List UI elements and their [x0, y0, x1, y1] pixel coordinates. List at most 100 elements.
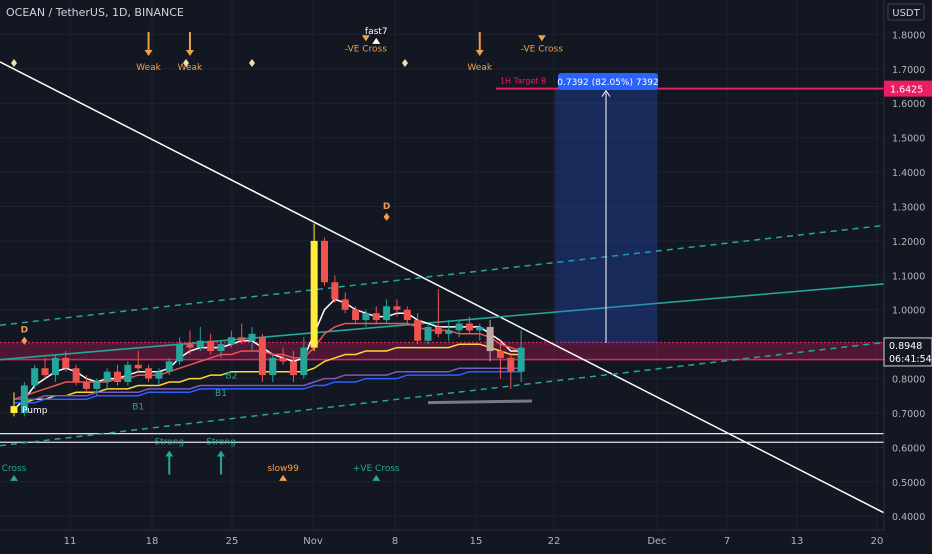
candle-body — [465, 323, 473, 331]
candles — [10, 223, 525, 417]
candle-body — [476, 326, 484, 331]
candle-body — [434, 326, 442, 334]
candle-body — [186, 344, 194, 348]
candle-body — [165, 361, 173, 372]
candle-body — [51, 357, 59, 376]
candle-body — [269, 357, 277, 376]
x-tick-label: 11 — [64, 536, 77, 547]
diamond-icon — [183, 59, 189, 67]
x-tick-label: 13 — [791, 536, 804, 547]
candle-body — [62, 357, 70, 369]
candle-body — [10, 406, 18, 413]
y-tick-label: 0.5000 — [892, 478, 925, 489]
candle-body — [196, 340, 204, 348]
time-axis: 11 18 25 Nov 8 15 22 Dec 7 13 20 — [64, 536, 884, 547]
candle-body — [486, 326, 494, 352]
moving-average-line — [14, 367, 522, 400]
candle-body — [341, 299, 349, 310]
x-tick-label: 20 — [871, 536, 884, 547]
y-tick-label: 0.8000 — [892, 375, 925, 386]
diamond-icon — [383, 212, 390, 221]
downtrend-line — [0, 61, 885, 514]
y-tick-label: 1.0000 — [892, 306, 925, 317]
signal-label: Strong — [206, 438, 236, 448]
signal-label: -VE Cross — [521, 44, 563, 54]
triangle-down-icon — [537, 35, 546, 42]
triangle-up-icon — [372, 474, 381, 481]
y-tick-label: 1.7000 — [892, 65, 925, 76]
y-tick-label: 0.7000 — [892, 409, 925, 420]
x-tick-label: 18 — [146, 536, 159, 547]
y-tick-label: 0.6000 — [892, 443, 925, 454]
price-axis: 0.40000.50000.60000.70000.80000.90001.00… — [892, 30, 925, 523]
candle-body — [300, 347, 308, 376]
candle-body — [279, 357, 287, 362]
base-marker-line — [427, 399, 533, 405]
candle-body — [352, 309, 360, 321]
arrow-head-icon — [144, 49, 153, 56]
signal-label: D — [21, 326, 28, 336]
signal-label: B2 — [225, 372, 237, 382]
triangle-up-icon — [279, 474, 288, 481]
candle-body — [310, 240, 318, 348]
symbol-title: OCEAN / TetherUS, 1D, BINANCE — [6, 6, 184, 19]
candle-body — [93, 382, 101, 389]
candle-body — [248, 333, 256, 341]
x-tick-label: 15 — [470, 536, 483, 547]
triangle-down-icon — [361, 35, 370, 42]
signal-label: B1 — [215, 389, 227, 399]
moving-average-line — [14, 370, 522, 404]
candle-body — [393, 306, 401, 310]
candle-body — [103, 371, 111, 383]
y-tick-label: 1.4000 — [892, 168, 925, 179]
candle-body — [145, 368, 153, 379]
signal-label: Weak — [467, 63, 492, 73]
candle-body — [238, 337, 246, 341]
candle-body — [372, 313, 380, 321]
moving-averages — [13, 298, 522, 411]
arrow-head-icon — [165, 450, 174, 457]
channel-lower-line — [0, 341, 885, 447]
signal-label: B1 — [132, 403, 144, 413]
signal-label: +VE Cross — [353, 464, 400, 474]
currency-button[interactable] — [887, 3, 925, 21]
signal-label: -VE Cross — [345, 44, 387, 54]
y-tick-label: 1.8000 — [892, 30, 925, 41]
diamond-icon — [11, 59, 17, 67]
triangle-up-icon — [372, 37, 381, 44]
y-tick-label: 1.2000 — [892, 237, 925, 248]
trend-lines: 1H Target B — [0, 61, 885, 514]
candle-body — [424, 326, 432, 341]
x-tick-label: 22 — [548, 536, 561, 547]
x-tick-label: 25 — [226, 536, 239, 547]
candle-body — [134, 364, 142, 369]
candle-body — [176, 344, 184, 362]
candle-body — [258, 337, 266, 376]
candle-body — [414, 320, 422, 341]
measure-tool[interactable]: 0.7392 (82.05%) 7392 — [555, 73, 659, 344]
candle-body — [331, 282, 339, 300]
y-tick-label: 0.4000 — [892, 512, 925, 523]
y-tick-label: 1.6000 — [892, 99, 925, 110]
arrow-head-icon — [475, 49, 484, 56]
candle-body — [72, 368, 80, 383]
arrow-head-icon — [185, 49, 194, 56]
signal-label: fast7 — [365, 27, 388, 37]
candle-body — [227, 337, 235, 345]
target-price-badge — [884, 80, 932, 97]
candle-body — [31, 368, 39, 386]
signal-label: Pump — [22, 406, 48, 416]
candle-body — [321, 240, 328, 283]
candle-body — [496, 351, 504, 358]
candle-body — [445, 330, 453, 334]
channel-upper-line — [0, 224, 885, 326]
candle-body — [114, 371, 121, 383]
channel-mid-line — [0, 283, 885, 361]
measure-arrow-head-icon — [601, 89, 611, 97]
candle-body — [155, 371, 163, 379]
arrow-head-icon — [217, 450, 225, 457]
current-price-badge-label: 0.8948 — [889, 341, 922, 352]
measure-label-box — [558, 73, 658, 90]
